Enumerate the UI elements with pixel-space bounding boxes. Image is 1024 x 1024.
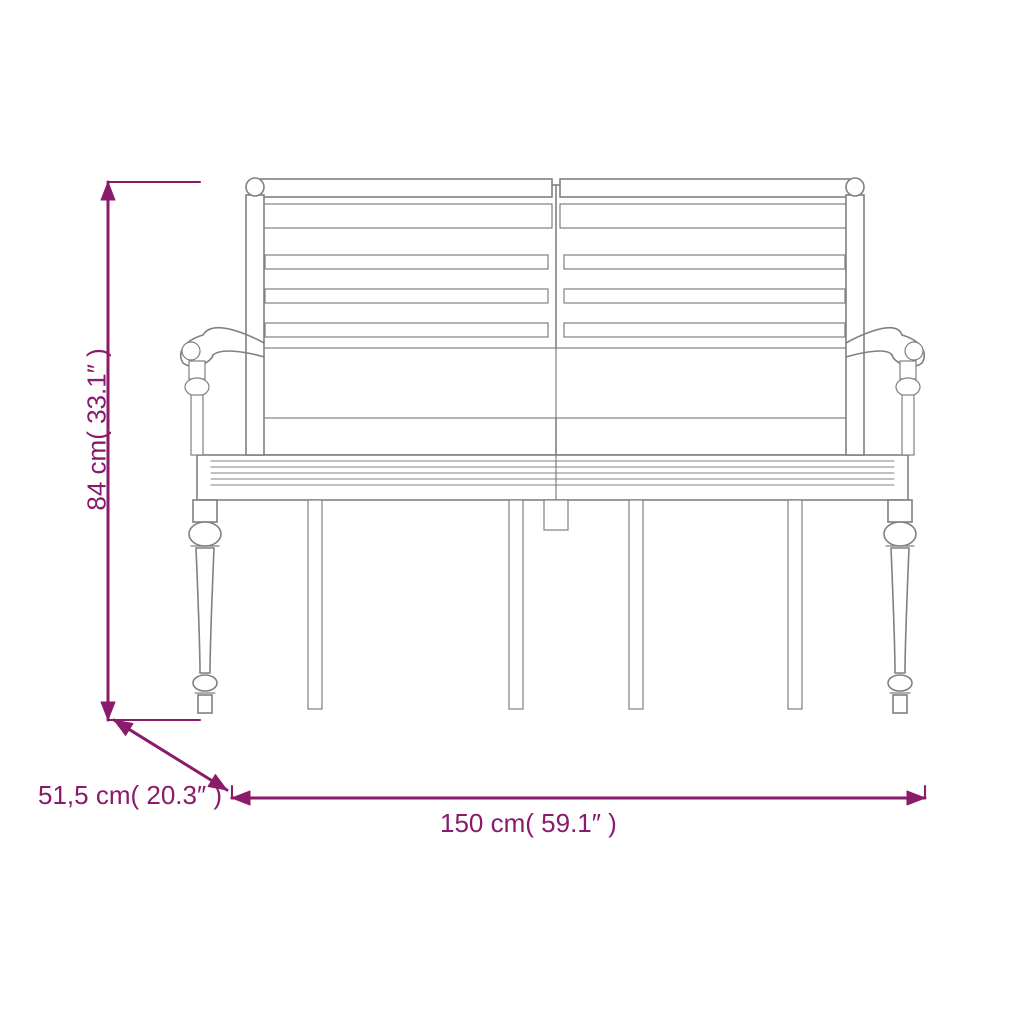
- dim-width-label: 150 cm( 59.1″ ): [440, 808, 617, 839]
- drawing-svg: [0, 0, 1024, 1024]
- dim-height-label: 84 cm( 33.1″ ): [81, 361, 112, 511]
- dim-width-text: 150 cm( 59.1″ ): [440, 808, 617, 838]
- diagram-stage: { "canvas": { "w": 1024, "h": 1024, "bg"…: [0, 0, 1024, 1024]
- dim-depth-text: 51,5 cm( 20.3″ ): [38, 780, 222, 810]
- dim-depth-label: 51,5 cm( 20.3″ ): [38, 780, 222, 811]
- dim-height-text: 84 cm( 33.1″ ): [81, 348, 111, 510]
